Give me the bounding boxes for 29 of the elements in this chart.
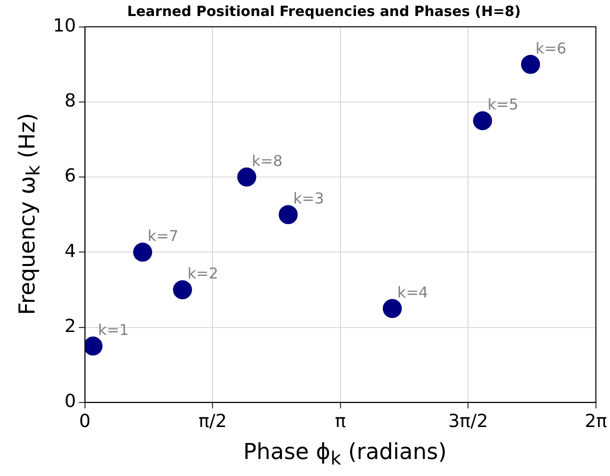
x-tick-label: π — [334, 410, 346, 432]
annotation: k=5 — [488, 96, 518, 114]
x-tick-label: π/2 — [198, 410, 227, 432]
x-tick-label: 0 — [79, 410, 91, 432]
point — [382, 299, 402, 318]
y-tick-label: 2 — [64, 316, 76, 337]
point — [237, 168, 256, 187]
point — [521, 54, 540, 74]
y-tick-label: 0 — [64, 391, 76, 412]
annotation: k=4 — [397, 284, 428, 302]
point — [278, 205, 298, 224]
annotation: k=7 — [148, 227, 178, 246]
x-tick-label: 2π — [584, 410, 608, 432]
point — [84, 336, 103, 356]
chart-title: Learned Positional Frequencies and Phases (H=8) — [127, 4, 521, 20]
point — [172, 280, 192, 300]
annotation: k=6 — [536, 39, 566, 58]
y-tick-label: 10 — [53, 15, 76, 36]
y-tick-label: 4 — [64, 240, 76, 262]
annotation: k=1 — [98, 321, 129, 340]
y-tick-label: 6 — [64, 166, 76, 187]
annotation: k=2 — [187, 264, 218, 283]
y-tick-label: 8 — [64, 90, 76, 112]
annotation: k=8 — [252, 152, 283, 170]
annotation: k=3 — [293, 190, 324, 208]
x-tick-label: 3π/2 — [448, 410, 488, 432]
point — [473, 111, 492, 130]
point — [133, 242, 152, 262]
x-axis-title: Phase ϕ$_{k}$ (radians) — [242, 440, 448, 470]
